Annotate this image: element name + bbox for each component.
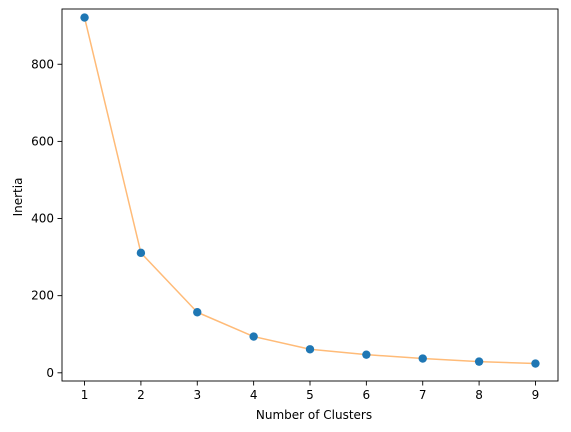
y-tick-label: 200 xyxy=(31,289,54,303)
x-tick-label: 3 xyxy=(193,388,201,402)
y-tick-label: 0 xyxy=(46,366,54,380)
data-point xyxy=(531,359,540,368)
x-tick-label: 2 xyxy=(137,388,145,402)
data-point xyxy=(193,308,202,317)
plot-area: 1 2 3 4 5 6 7 8 9 0 200 400 600 800 xyxy=(31,8,559,402)
data-point xyxy=(305,345,315,354)
data-point xyxy=(474,357,484,366)
data-point xyxy=(136,248,146,258)
y-tick-label: 400 xyxy=(31,212,54,226)
data-point xyxy=(80,13,89,22)
data-point xyxy=(249,332,258,341)
x-tick-label: 6 xyxy=(363,388,371,402)
y-tick-label: 600 xyxy=(31,134,54,148)
x-tick-label: 8 xyxy=(475,388,483,402)
data-point xyxy=(418,354,427,363)
data-point xyxy=(362,350,371,359)
x-tick-label: 7 xyxy=(419,388,427,402)
x-axis-label: Number of Clusters xyxy=(256,408,372,422)
x-tick-label: 9 xyxy=(532,388,540,402)
y-tick-label: 800 xyxy=(31,57,54,71)
x-tick-label: 5 xyxy=(306,388,314,402)
y-axis-label: Inertia xyxy=(11,178,25,217)
x-tick-label: 4 xyxy=(250,388,258,402)
x-tick-label: 1 xyxy=(81,388,89,402)
